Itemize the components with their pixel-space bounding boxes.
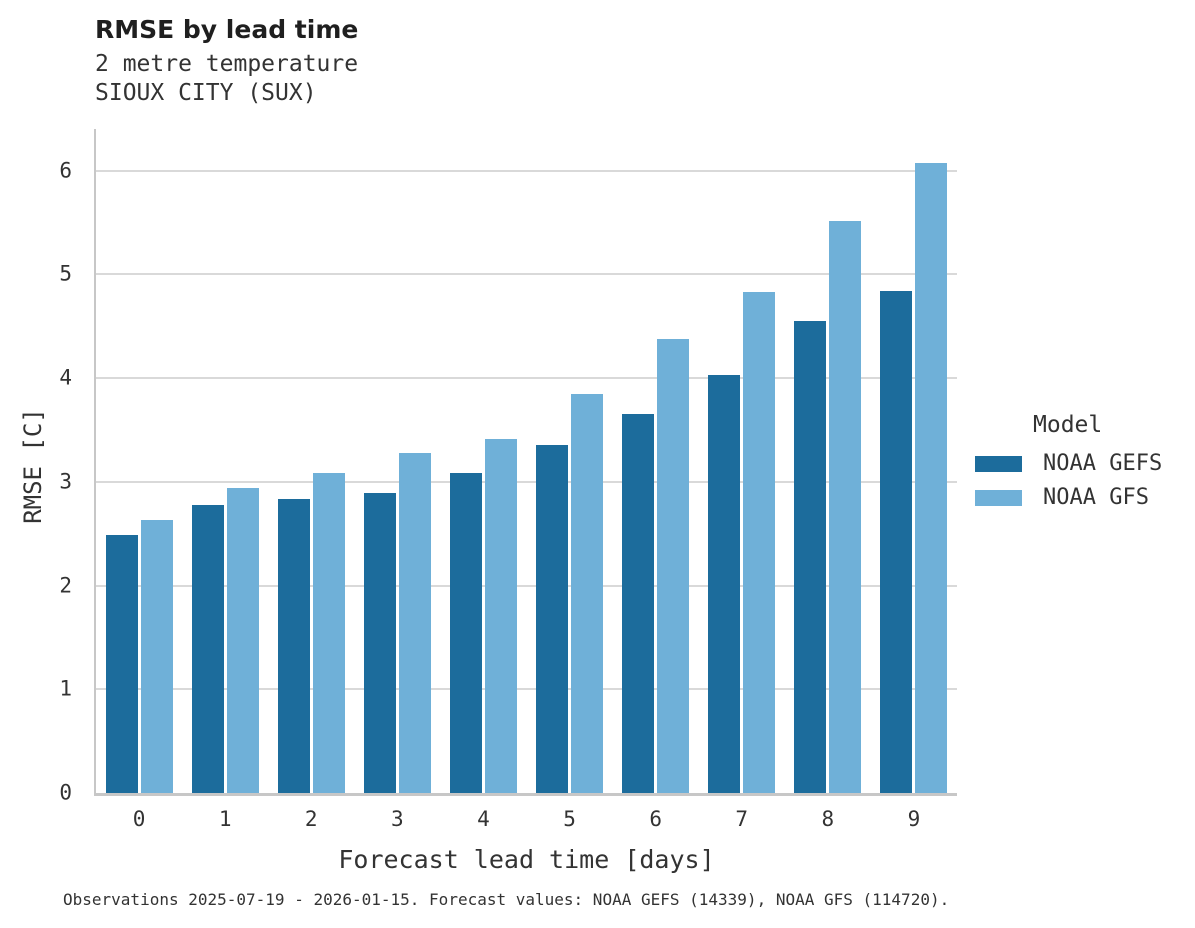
legend-label: NOAA GEFS — [1043, 450, 1163, 476]
bar-group-lead-0 — [96, 129, 182, 793]
y-tick-label-6: 6 — [59, 158, 72, 182]
x-tick-label-9: 9 — [907, 807, 921, 831]
x-axis-label: Forecast lead time [days] — [338, 845, 715, 874]
bar-noaa-gefs-lead-2 — [277, 499, 310, 793]
bar-noaa-gfs-lead-5 — [571, 393, 604, 793]
bar-noaa-gfs-lead-1 — [226, 487, 259, 793]
gridline-y-1 — [96, 688, 957, 691]
gridline-y-4 — [96, 377, 957, 379]
legend-entry-noaa-gfs: NOAA GFS — [975, 484, 1190, 510]
legend-entries: NOAA GEFS NOAA GFS — [975, 450, 1190, 510]
bar-group-lead-9 — [871, 129, 957, 793]
bar-noaa-gfs-lead-3 — [398, 452, 431, 793]
bar-noaa-gefs-lead-9 — [880, 290, 913, 793]
bar-noaa-gefs-lead-1 — [191, 504, 224, 793]
bar-noaa-gfs-lead-9 — [915, 163, 948, 793]
bar-noaa-gefs-lead-5 — [536, 445, 569, 793]
bar-noaa-gefs-lead-6 — [622, 414, 655, 793]
x-tick-label-4: 4 — [477, 807, 490, 831]
gridline-y-6 — [96, 169, 957, 172]
legend-title: Model — [1033, 412, 1103, 438]
y-axis-spine — [94, 129, 96, 795]
y-tick-label-1: 1 — [59, 676, 72, 701]
x-tick-label-3: 3 — [391, 807, 404, 831]
bar-noaa-gfs-lead-4 — [484, 439, 517, 793]
y-tick-label-0: 0 — [59, 780, 72, 805]
bar-noaa-gfs-lead-8 — [829, 221, 862, 793]
bar-group-lead-7 — [699, 129, 785, 793]
bar-noaa-gefs-lead-8 — [794, 320, 827, 793]
legend-entry-noaa-gefs: NOAA GEFS — [975, 450, 1190, 476]
gridline-y-3 — [96, 480, 957, 483]
bar-noaa-gfs-lead-0 — [140, 520, 173, 793]
gridline-y-5 — [96, 273, 957, 276]
chart-subtitle-variable: 2 metre temperature — [95, 51, 359, 77]
bar-noaa-gefs-lead-3 — [363, 493, 396, 793]
x-tick-label-5: 5 — [563, 807, 576, 831]
x-tick-label-0: 0 — [132, 807, 146, 831]
x-tick-label-6: 6 — [649, 807, 662, 831]
bar-group-lead-4 — [440, 129, 526, 793]
y-axis-label: RMSE [C] — [19, 408, 47, 524]
bar-noaa-gfs-lead-7 — [743, 291, 776, 793]
plot-area: 0 1 2 3 4 5 6 0 1 2 3 4 5 6 7 8 9 — [59, 129, 957, 830]
bar-group-lead-5 — [526, 129, 612, 793]
x-axis-spine — [94, 793, 957, 796]
gridline-y-2 — [96, 584, 957, 587]
bar-group-lead-2 — [268, 129, 354, 793]
chart-subtitle-station: SIOUX CITY (SUX) — [95, 80, 317, 106]
bar-noaa-gfs-lead-2 — [312, 473, 345, 793]
legend-label: NOAA GFS — [1043, 484, 1149, 510]
x-tick-label-8: 8 — [821, 807, 835, 831]
bar-group-lead-3 — [354, 129, 440, 793]
bar-noaa-gefs-lead-4 — [449, 473, 482, 793]
chart-title: RMSE by lead time — [95, 15, 359, 44]
x-tick-label-1: 1 — [218, 807, 232, 831]
bar-group-lead-8 — [785, 129, 871, 793]
bar-noaa-gfs-lead-6 — [657, 338, 690, 793]
y-tick-label-2: 2 — [59, 573, 72, 597]
x-tick-label-2: 2 — [304, 807, 318, 831]
bar-group-lead-1 — [182, 129, 268, 793]
caption-text: Observations 2025-07-19 - 2026-01-15. Fo… — [63, 890, 950, 909]
bar-group-lead-6 — [613, 129, 699, 793]
y-tick-label-5: 5 — [59, 261, 72, 286]
legend: Model NOAA GEFS NOAA GFS — [975, 412, 1190, 521]
y-tick-label-3: 3 — [59, 469, 72, 494]
legend-swatch-noaa-gfs — [975, 489, 1022, 506]
bar-noaa-gefs-lead-0 — [105, 534, 138, 793]
x-tick-label-7: 7 — [735, 807, 749, 831]
y-tick-label-4: 4 — [59, 365, 72, 390]
bars-container — [96, 129, 957, 793]
legend-swatch-noaa-gefs — [975, 455, 1022, 472]
bar-noaa-gefs-lead-7 — [708, 374, 741, 793]
